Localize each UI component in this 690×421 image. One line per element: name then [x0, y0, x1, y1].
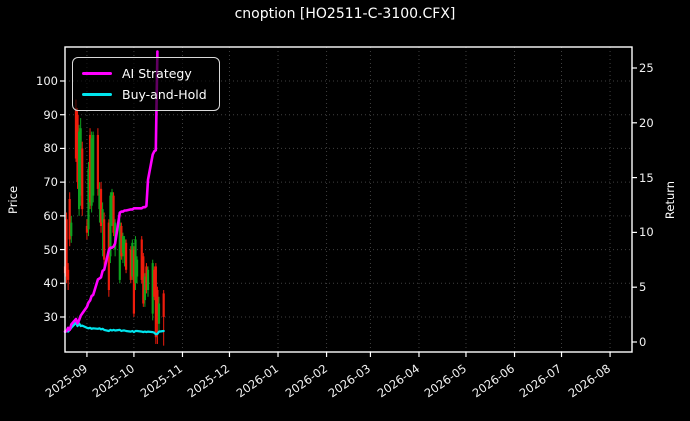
price-tick-label: 30 — [43, 310, 58, 324]
candle-body — [157, 303, 161, 324]
candle-body — [76, 114, 79, 183]
candle-body — [153, 269, 156, 297]
candle-body — [146, 269, 150, 291]
candle-body — [131, 242, 134, 277]
candle-body — [74, 107, 78, 159]
candle-body — [107, 222, 110, 291]
candle-body — [85, 225, 89, 233]
return-tick-label: 10 — [639, 225, 654, 240]
return-tick-label: 15 — [639, 170, 654, 185]
plot-border — [64, 46, 633, 353]
legend-label: AI Strategy — [122, 66, 192, 81]
candle-body — [67, 269, 70, 280]
candle-body — [98, 188, 101, 210]
buy-and-hold-line — [63, 321, 165, 336]
buy-and-hold-line-swatch — [82, 92, 112, 97]
candle-body — [154, 266, 157, 338]
return-tick-label: 0 — [639, 335, 647, 349]
return-tick-label: 20 — [639, 115, 654, 130]
price-tick-label: 40 — [43, 276, 58, 291]
legend: AI Strategy Buy-and-Hold — [72, 57, 220, 111]
candle-body — [81, 148, 84, 210]
candle-body — [123, 239, 126, 257]
candle-body — [90, 138, 93, 206]
candle-body — [142, 256, 145, 304]
candle-body — [124, 242, 128, 270]
candle-body — [77, 131, 81, 210]
candle-body — [121, 236, 125, 253]
price-tick-label: 80 — [43, 141, 58, 156]
candle-body — [92, 134, 95, 196]
ai-strategy-line — [63, 50, 159, 333]
candle-body — [79, 128, 82, 196]
price-tick-label: 70 — [43, 175, 58, 190]
candle-body — [145, 266, 148, 291]
return-tick-label: 25 — [639, 61, 654, 75]
chart-title: cnoption [HO2511-C-3100.CFX] — [234, 6, 456, 22]
candle-body — [103, 219, 106, 260]
candle-body — [118, 222, 121, 280]
candle-body — [88, 134, 92, 203]
candle-body — [132, 249, 136, 314]
price-tick-label: 60 — [43, 208, 58, 223]
candle-body — [134, 239, 137, 284]
candle-body — [99, 188, 103, 226]
candle-body — [96, 134, 99, 189]
candle-body — [156, 290, 159, 324]
candle-body — [68, 199, 71, 240]
candle-body — [65, 219, 68, 277]
candle-body — [101, 209, 104, 223]
candle-body — [135, 259, 139, 277]
candle-body — [70, 222, 73, 237]
candle-body — [87, 168, 90, 230]
candle-body — [162, 293, 165, 317]
candle-body — [151, 263, 154, 314]
candle-body — [120, 225, 123, 257]
candle-body — [112, 195, 115, 233]
legend-item-ai-strategy: AI Strategy — [82, 63, 207, 84]
legend-label: Buy-and-Hold — [122, 87, 207, 102]
ai-strategy-line-swatch — [82, 71, 112, 76]
price-tick-label: 90 — [43, 107, 58, 122]
candle-body — [140, 239, 143, 280]
candle-body — [110, 192, 114, 216]
price-tick-label: 50 — [43, 242, 58, 257]
price-tick-label: 100 — [36, 74, 58, 88]
candle-body — [129, 249, 132, 280]
candle-body — [143, 276, 146, 301]
candle-body — [109, 195, 112, 257]
return-tick-label: 5 — [639, 280, 647, 295]
legend-item-buy-and-hold: Buy-and-Hold — [82, 84, 207, 105]
